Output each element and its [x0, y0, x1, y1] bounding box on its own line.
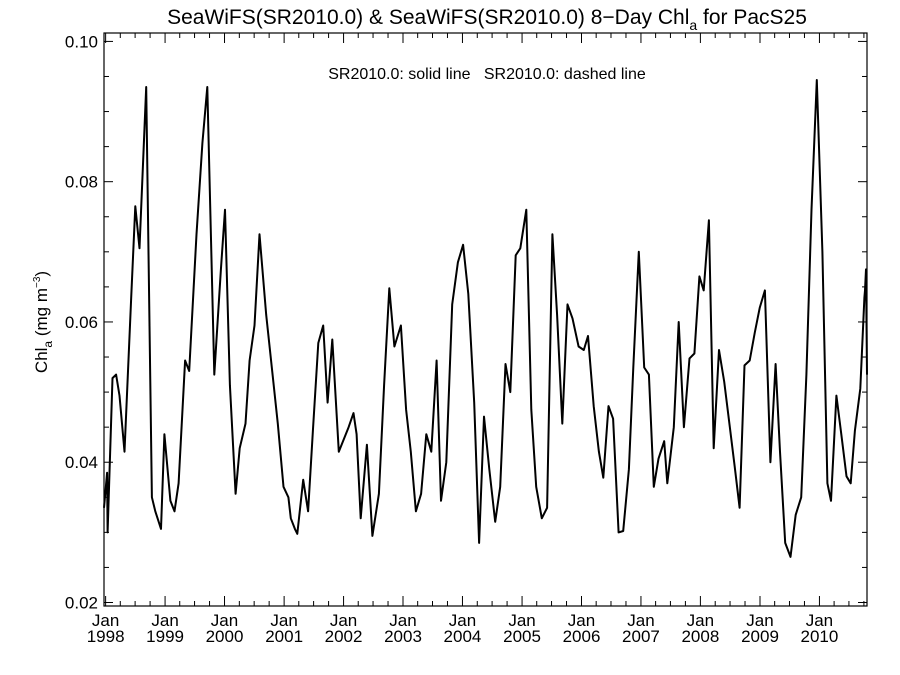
- chart-title-main: SeaWiFS(SR2010.0) & SeaWiFS(SR2010.0) 8−…: [167, 6, 689, 29]
- chart-title-subscript: a: [689, 17, 697, 33]
- x-tick-year: 2005: [503, 627, 541, 646]
- x-tick-month: Jan: [746, 611, 773, 630]
- y-tick-label: 0.10: [65, 32, 98, 51]
- x-tick-year: 2000: [206, 627, 244, 646]
- x-tick-month: Jan: [389, 611, 416, 630]
- y-axis-label-main: Chl: [32, 348, 51, 374]
- y-axis-label-superscript: −3: [32, 276, 43, 288]
- chart-title: SeaWiFS(SR2010.0) & SeaWiFS(SR2010.0) 8−…: [167, 6, 807, 33]
- x-tick-year: 1998: [87, 627, 125, 646]
- x-tick-year: 2010: [801, 627, 839, 646]
- x-tick-labels: Jan1998Jan1999Jan2000Jan2001Jan2002Jan20…: [87, 611, 839, 646]
- x-tick-month: Jan: [806, 611, 833, 630]
- x-tick-month: Jan: [151, 611, 178, 630]
- x-tick-month: Jan: [687, 611, 714, 630]
- x-tick-year: 2008: [681, 627, 719, 646]
- x-tick-month: Jan: [627, 611, 654, 630]
- x-tick-year: 2002: [325, 627, 363, 646]
- x-tick-year: 2004: [444, 627, 482, 646]
- series-line-1: [103, 79, 868, 558]
- y-tick-labels: 0.02 0.04 0.06 0.08 0.10: [65, 32, 98, 612]
- y-tick-label: 0.02: [65, 593, 98, 612]
- y-axis-label-subscript: a: [41, 341, 55, 348]
- x-tick-month: Jan: [270, 611, 297, 630]
- y-tick-label: 0.04: [65, 453, 98, 472]
- x-tick-year: 2006: [563, 627, 601, 646]
- x-tick-month: Jan: [449, 611, 476, 630]
- x-tick-month: Jan: [568, 611, 595, 630]
- y-tick-label: 0.06: [65, 313, 98, 332]
- x-tick-year: 2003: [384, 627, 422, 646]
- chart-title-tail: for PacS25: [697, 6, 807, 29]
- x-tick-year: 1999: [146, 627, 184, 646]
- x-tick-month: Jan: [508, 611, 535, 630]
- y-tick-label: 0.08: [65, 173, 98, 192]
- x-tick-month: Jan: [92, 611, 119, 630]
- y-axis-label-units: (mg m: [32, 288, 51, 341]
- x-tick-year: 2009: [741, 627, 779, 646]
- line-style-annotation: SR2010.0: solid line SR2010.0: dashed li…: [328, 66, 646, 83]
- x-tick-month: Jan: [330, 611, 357, 630]
- x-tick-year: 2007: [622, 627, 660, 646]
- y-axis-label: Chla (mg m−3): [32, 271, 55, 373]
- x-tick-year: 2001: [265, 627, 303, 646]
- series-layer: [103, 79, 868, 558]
- x-tick-month: Jan: [211, 611, 238, 630]
- y-axis-label-close: ): [32, 271, 51, 277]
